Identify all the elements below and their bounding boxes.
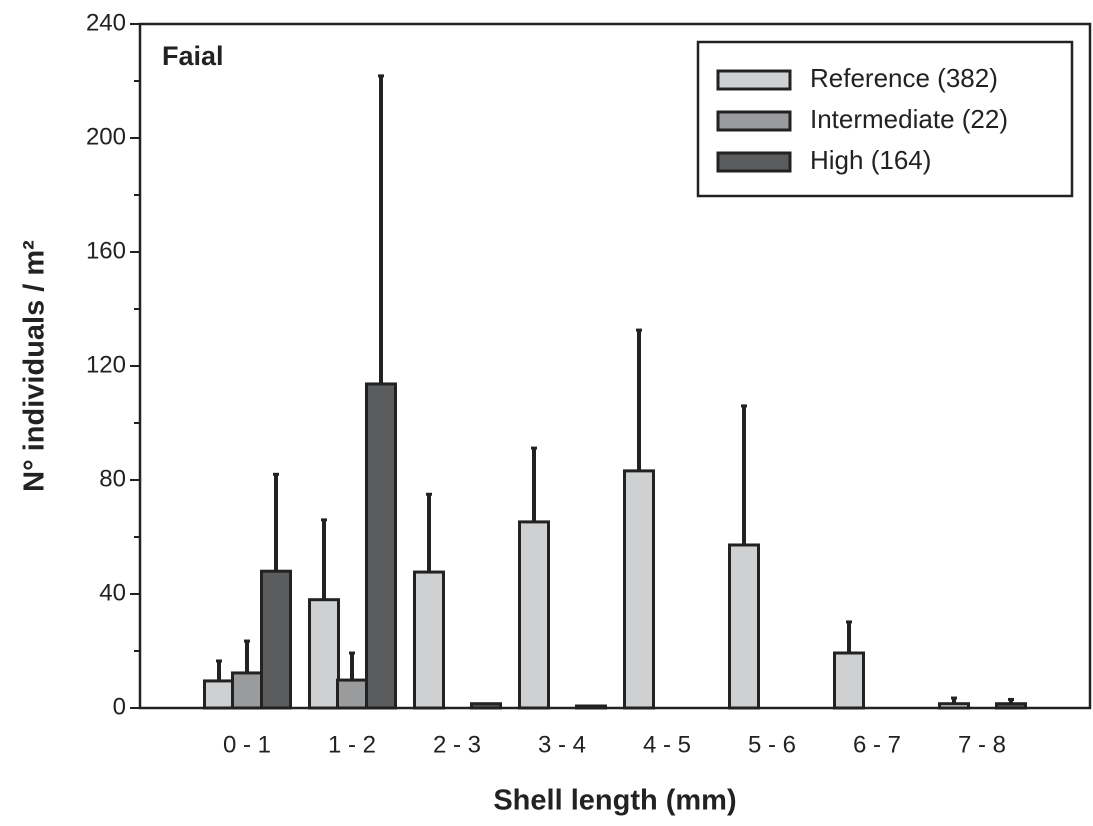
x-tick-label: 1 - 2	[328, 731, 376, 758]
legend-swatch	[716, 110, 792, 132]
y-tick-label: 200	[86, 123, 126, 150]
y-tick-label: 40	[99, 579, 126, 606]
y-tick-label: 80	[99, 465, 126, 492]
y-tick-label: 0	[113, 693, 126, 720]
bar	[518, 520, 550, 710]
x-tick-label: 6 - 7	[853, 731, 901, 758]
bar	[833, 651, 865, 710]
bar	[413, 570, 445, 710]
panel-label: Faial	[162, 41, 224, 71]
bar	[728, 543, 760, 710]
y-axis-title: N° individuals / m²	[19, 240, 51, 492]
y-tick-label: 240	[86, 9, 126, 36]
legend-swatch	[716, 69, 792, 91]
plot-frame	[138, 22, 1092, 710]
x-tick-label: 3 - 4	[538, 731, 586, 758]
bar	[203, 679, 235, 710]
x-tick-label: 2 - 3	[433, 731, 481, 758]
x-tick-label: 5 - 6	[748, 731, 796, 758]
y-tick-label: 120	[86, 351, 126, 378]
legend-label: Reference (382)	[810, 63, 998, 93]
x-tick-label: 7 - 8	[958, 731, 1006, 758]
bar	[623, 469, 655, 710]
x-axis-title: Shell length (mm)	[493, 785, 736, 817]
bar	[260, 569, 292, 710]
bar	[336, 678, 368, 710]
x-tick-label: 4 - 5	[643, 731, 691, 758]
legend-label: Intermediate (22)	[810, 104, 1008, 134]
bar	[365, 382, 397, 710]
legend-label: High (164)	[810, 145, 931, 175]
legend-swatch	[716, 151, 792, 173]
y-tick-label: 160	[86, 237, 126, 264]
bar	[231, 671, 263, 710]
bar	[308, 598, 340, 710]
x-tick-label: 0 - 1	[223, 731, 271, 758]
